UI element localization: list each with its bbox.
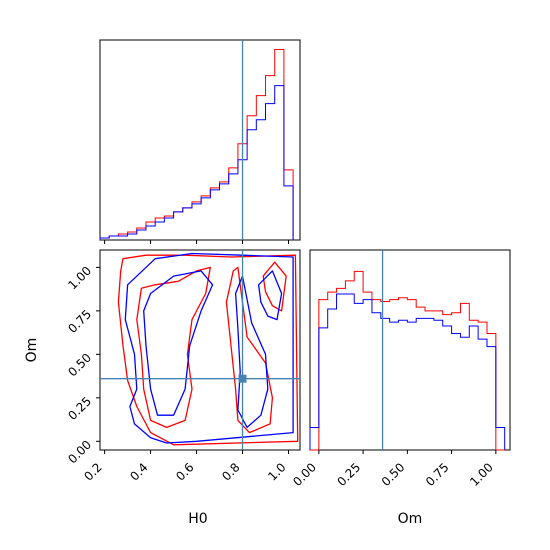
joint-xtick-label: 0.4 — [127, 460, 150, 483]
joint-ytick-label: 0.25 — [65, 394, 94, 423]
contour-blue-3 — [257, 270, 283, 321]
om-hist-ticks: 0.00 0.25 0.50 0.75 1.00 — [290, 450, 497, 489]
joint-ytick-label: 0.50 — [65, 351, 94, 380]
joint-contour-series — [117, 252, 299, 446]
joint-ytick-label: 0.00 — [65, 438, 94, 467]
h0-hist-frame — [99, 39, 301, 241]
contour-blue-2 — [234, 275, 269, 429]
om-hist-xtick-label: 0.50 — [379, 460, 408, 489]
panel-om-hist: 0.00 0.25 0.50 0.75 1.00 — [290, 249, 511, 489]
om-hist-xtick-label: 0.25 — [334, 460, 363, 489]
om-hist-series — [309, 270, 506, 451]
h0-hist-series — [99, 49, 294, 240]
y-axis-label-om: Om — [24, 338, 40, 363]
joint-ytick-label: 0.75 — [65, 307, 94, 336]
contour-red-2 — [225, 266, 274, 434]
contour-red-1 — [136, 266, 211, 429]
contour-red-3 — [262, 261, 287, 312]
h0-hist-ticks — [104, 240, 290, 244]
panel-joint: 0.2 0.4 0.6 0.8 1.0 0.00 0.25 0.50 0.75 1.00 — [65, 249, 301, 484]
hist-series-red — [310, 270, 505, 451]
hist-series-blue — [99, 85, 294, 240]
hist-series-red — [99, 49, 294, 240]
contour-blue-1 — [143, 270, 214, 416]
joint-xtick-label: 0.6 — [173, 460, 196, 483]
joint-truth-crosshair — [100, 250, 300, 450]
contour-red-0 — [117, 254, 299, 446]
joint-ticks: 0.2 0.4 0.6 0.8 1.0 0.00 0.25 0.50 0.75 1.00 — [65, 264, 290, 484]
joint-xtick-label: 0.2 — [81, 460, 104, 483]
hist-series-blue — [309, 293, 506, 450]
om-hist-frame — [309, 249, 511, 451]
x-axis-label-om: Om — [398, 511, 423, 527]
joint-xtick-label: 1.0 — [265, 460, 288, 483]
x-axis-label-h0: H0 — [188, 511, 207, 527]
joint-frame — [99, 249, 301, 451]
panel-h0-hist — [99, 39, 301, 244]
truth-marker — [238, 374, 247, 383]
joint-ytick-label: 1.00 — [65, 264, 94, 293]
om-hist-xtick-label: 1.00 — [467, 460, 496, 489]
joint-xtick-label: 0.8 — [219, 460, 242, 483]
om-hist-xtick-label: 0.75 — [423, 460, 452, 489]
om-hist-xtick-label: 0.00 — [290, 460, 319, 489]
contour-blue-0 — [124, 252, 294, 444]
